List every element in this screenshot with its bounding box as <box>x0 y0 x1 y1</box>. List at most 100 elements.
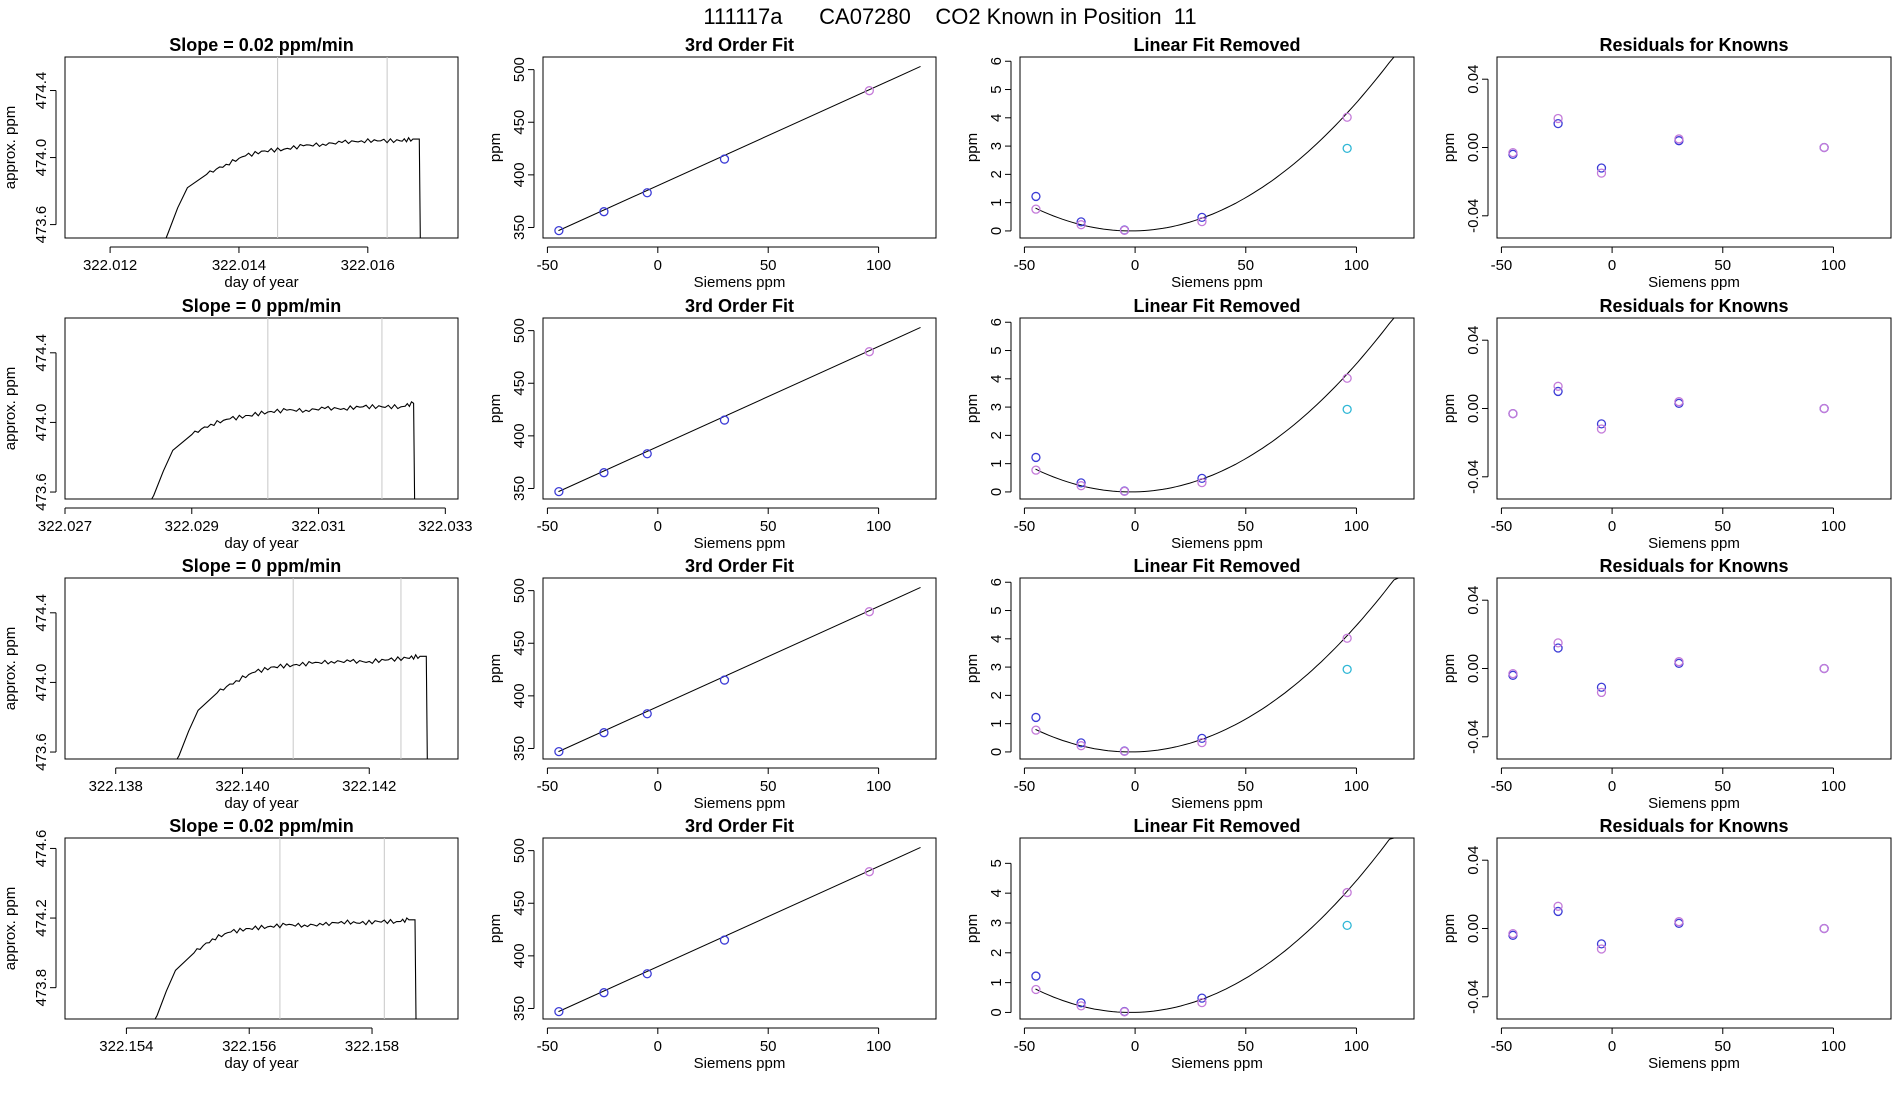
y-tick-label: 0.04 <box>1465 846 1482 875</box>
data-point-series-1 <box>554 746 564 757</box>
x-tick-label: 100 <box>866 257 891 274</box>
x-tick-label: 322.140 <box>215 778 269 795</box>
x-tick-label: -50 <box>1014 518 1036 535</box>
x-tick-label: 322.154 <box>99 1038 153 1055</box>
plot-frame <box>1019 577 1415 760</box>
y-tick-label: 1 <box>988 719 1005 727</box>
plot-frame <box>1019 56 1415 239</box>
panel-title: Residuals for Knowns <box>1599 296 1788 316</box>
panel-title: Residuals for Knowns <box>1599 35 1788 55</box>
x-axis-label: Siemens ppm <box>1648 1055 1740 1072</box>
data-point-series-2 <box>1553 638 1563 648</box>
data-point-series-2 <box>1674 657 1684 667</box>
data-point-series-2 <box>1674 917 1684 927</box>
chart-panel-r2-c4: Residuals for Knowns -50 0 50 100 Siemens ppm… <box>1441 296 1892 552</box>
y-tick-label: 474.0 <box>33 139 50 177</box>
data-point-series-1 <box>1197 733 1207 744</box>
y-tick-label: 1 <box>988 198 1005 206</box>
data-point-series-2 <box>1553 113 1563 124</box>
data-point-series-1 <box>1031 191 1041 202</box>
chart-panel-r2-c3: Linear Fit Removed -50 0 50 100 Siemens ppm 0 1… <box>964 296 1415 552</box>
data-point-series-2 <box>1819 923 1829 934</box>
data-point-series-2 <box>1076 481 1086 491</box>
x-axis-label: Siemens ppm <box>1648 535 1740 552</box>
data-point-series-2 <box>1342 633 1352 643</box>
y-axis-label: ppm <box>964 133 981 162</box>
x-tick-label: 100 <box>866 1038 891 1055</box>
panel-title: 3rd Order Fit <box>685 816 794 836</box>
x-tick-label: 100 <box>1344 518 1369 535</box>
x-tick-label: 322.142 <box>342 778 396 795</box>
data-point-series-1 <box>599 988 609 998</box>
data-point-series-1 <box>1076 217 1086 227</box>
x-axis-label: day of year <box>224 274 298 291</box>
x-tick-label: 100 <box>1344 778 1369 795</box>
x-tick-label: -50 <box>1014 778 1036 795</box>
x-axis-label: Siemens ppm <box>694 1055 786 1072</box>
data-point-series-2 <box>1342 112 1352 122</box>
data-point-series-2 <box>1031 465 1041 475</box>
x-tick-label: 50 <box>760 518 777 535</box>
plot-frame <box>64 317 459 500</box>
data-point-series-2 <box>1819 142 1829 153</box>
x-tick-label: 322.138 <box>89 778 143 795</box>
x-tick-label: 50 <box>1237 257 1254 274</box>
data-point-series-1 <box>1553 906 1563 917</box>
data-point-series-1 <box>1197 212 1207 223</box>
chart-panel-r3-c2: 3rd Order Fit -50 0 50 100 Siemens ppm 350 400 4… <box>487 556 937 812</box>
chart-panel-r2-c2: 3rd Order Fit -50 0 50 100 Siemens ppm 350 400 4… <box>487 296 937 552</box>
x-tick-label: 50 <box>1237 778 1254 795</box>
y-tick-label: -0.04 <box>1465 199 1482 233</box>
y-tick-label: 0.04 <box>1465 326 1482 355</box>
y-axis-label: ppm <box>1441 133 1458 162</box>
data-point-series-1 <box>1076 998 1086 1008</box>
x-tick-label: 322.033 <box>418 518 472 535</box>
y-axis-label: ppm <box>964 654 981 683</box>
x-tick-label: 322.031 <box>291 518 345 535</box>
data-point-series-1 <box>599 468 609 478</box>
chart-panel-r3-c3: Linear Fit Removed -50 0 50 100 Siemens ppm 0 1… <box>964 556 1415 812</box>
x-tick-label: 100 <box>1821 778 1846 795</box>
data-point-series-1 <box>1197 473 1207 484</box>
y-tick-label: 2 <box>988 170 1005 178</box>
y-axis-label: ppm <box>487 394 504 423</box>
x-tick-label: 50 <box>1714 257 1731 274</box>
data-point-series-2 <box>1031 984 1041 995</box>
data-point-series-2 <box>1031 725 1041 735</box>
data-point-series-2 <box>1197 997 1207 1008</box>
data-point-series-2 <box>1119 746 1130 757</box>
y-tick-label: 2 <box>988 949 1005 957</box>
y-tick-label: 450 <box>511 110 528 135</box>
y-tick-label: 474.4 <box>33 72 50 110</box>
data-point-series-2 <box>864 867 874 877</box>
data-point-series-2 <box>1119 225 1130 236</box>
x-tick-label: 322.016 <box>341 257 395 274</box>
data-point-series-2 <box>1197 216 1207 227</box>
x-tick-label: -50 <box>537 518 559 535</box>
y-tick-label: 0.04 <box>1465 65 1482 94</box>
data-point-series-1 <box>1031 452 1041 463</box>
panel-title: Slope = 0 ppm/min <box>182 556 342 576</box>
x-axis-label: Siemens ppm <box>1171 274 1263 291</box>
panel-title: Slope = 0.02 ppm/min <box>169 35 354 55</box>
data-point-series-2 <box>864 86 874 96</box>
panel-title: Slope = 0 ppm/min <box>182 296 342 316</box>
chart-panel-r4-c1: Slope = 0.02 ppm/min 322.154 322.156 322.15… <box>2 816 459 1072</box>
panel-title: Linear Fit Removed <box>1133 816 1300 836</box>
y-tick-label: 473.6 <box>33 206 50 244</box>
x-tick-label: -50 <box>1491 257 1513 274</box>
panel-title: Slope = 0.02 ppm/min <box>169 816 354 836</box>
concentration-trace <box>176 653 428 760</box>
x-tick-label: 50 <box>1714 1038 1731 1055</box>
panel-title: 3rd Order Fit <box>685 296 794 316</box>
data-point-series-2 <box>1076 220 1086 230</box>
y-tick-label: 5 <box>988 859 1005 867</box>
data-point-series-2 <box>1119 486 1130 497</box>
data-point-series-1 <box>642 709 652 719</box>
panel-title: Linear Fit Removed <box>1133 556 1300 576</box>
x-axis-label: Siemens ppm <box>1171 795 1263 812</box>
data-point-series-2 <box>1553 381 1563 391</box>
chart-panel-r3-c1: Slope = 0 ppm/min 322.138 322.140 322.142 da… <box>2 556 459 812</box>
x-tick-label: 0 <box>1131 257 1139 274</box>
y-tick-label: 1 <box>988 459 1005 467</box>
